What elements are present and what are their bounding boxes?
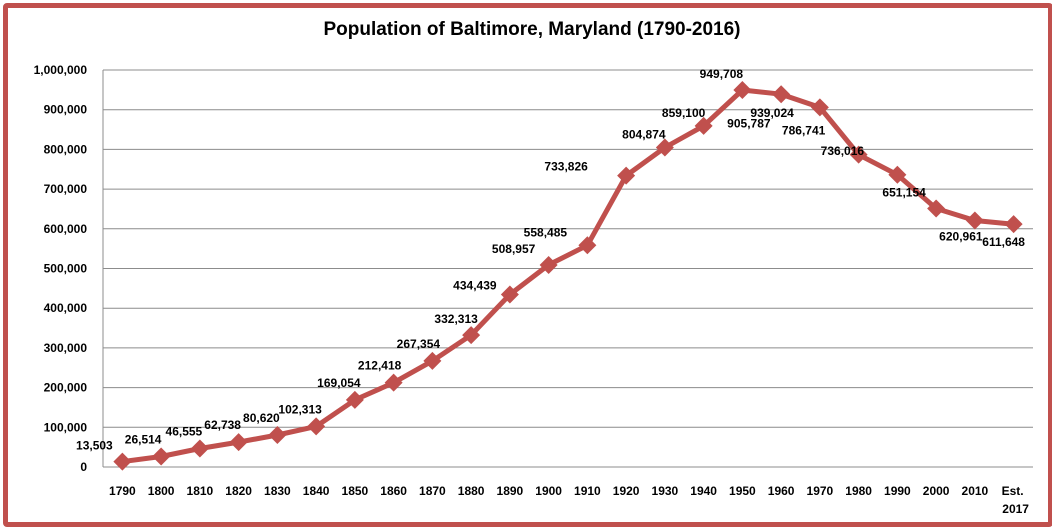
data-label: 46,555 bbox=[166, 425, 203, 439]
data-label: 508,957 bbox=[492, 242, 536, 256]
x-tick-label: 1830 bbox=[264, 484, 291, 498]
y-tick-label: 400,000 bbox=[44, 301, 88, 315]
x-tick-label: 1840 bbox=[303, 484, 330, 498]
x-tick-label: 1870 bbox=[419, 484, 446, 498]
x-tick-label: 1970 bbox=[807, 484, 834, 498]
series-population bbox=[113, 80, 1023, 471]
data-point bbox=[384, 373, 403, 392]
data-point bbox=[694, 116, 713, 135]
x-tick-label: 1850 bbox=[342, 484, 369, 498]
data-label: 949,708 bbox=[700, 67, 744, 81]
y-tick-label: 800,000 bbox=[44, 142, 88, 156]
data-point bbox=[423, 351, 442, 370]
data-point bbox=[617, 166, 636, 185]
data-label: 434,439 bbox=[453, 279, 497, 293]
data-label: 212,418 bbox=[358, 359, 402, 373]
data-label: 332,313 bbox=[434, 312, 478, 326]
data-point bbox=[462, 326, 481, 345]
data-point bbox=[113, 452, 132, 471]
x-tick-label: 1950 bbox=[729, 484, 756, 498]
data-label: 859,100 bbox=[662, 106, 706, 120]
data-label: 102,313 bbox=[278, 402, 322, 416]
x-tick-label: Est. 2017 bbox=[1002, 484, 1030, 516]
x-tick-label: 1920 bbox=[613, 484, 640, 498]
data-label: 651,154 bbox=[882, 185, 926, 199]
data-label: 905,787 bbox=[727, 116, 771, 130]
data-label: 62,738 bbox=[204, 418, 241, 432]
data-point bbox=[229, 433, 248, 452]
y-tick-label: 1,000,000 bbox=[34, 63, 88, 77]
x-axis-ticks: 1790 1800 1810 1820 1830 1840 1850 1860 1870 1880… bbox=[109, 484, 1029, 516]
y-tick-label: 900,000 bbox=[44, 103, 88, 117]
data-label: 939,024 bbox=[750, 106, 794, 120]
data-label: 611,648 bbox=[982, 235, 1025, 249]
data-label: 169,054 bbox=[317, 376, 361, 390]
data-point bbox=[578, 236, 597, 255]
data-point bbox=[965, 211, 984, 230]
data-point bbox=[1004, 215, 1023, 234]
x-tick-label: 1990 bbox=[884, 484, 911, 498]
x-tick-label: 1810 bbox=[187, 484, 214, 498]
chart-title: Population of Baltimore, Maryland (1790-… bbox=[323, 19, 740, 40]
y-tick-label: 0 bbox=[80, 460, 87, 474]
x-tick-label: 2000 bbox=[923, 484, 950, 498]
x-tick-label: 2010 bbox=[962, 484, 989, 498]
data-point bbox=[307, 417, 326, 436]
x-tick-label: 1880 bbox=[458, 484, 485, 498]
x-tick-label: 1960 bbox=[768, 484, 795, 498]
data-label: 620,961 bbox=[939, 229, 983, 243]
y-tick-label: 100,000 bbox=[44, 420, 88, 434]
data-point bbox=[655, 138, 674, 157]
y-tick-label: 200,000 bbox=[44, 381, 88, 395]
x-tick-label: 1900 bbox=[535, 484, 562, 498]
x-tick-label: 1910 bbox=[574, 484, 601, 498]
data-label: 733,826 bbox=[544, 160, 588, 174]
data-point bbox=[190, 439, 209, 458]
data-point bbox=[152, 447, 171, 466]
data-label: 267,354 bbox=[397, 337, 441, 351]
data-point bbox=[927, 199, 946, 218]
series-line bbox=[119, 87, 1017, 465]
y-tick-label: 300,000 bbox=[44, 341, 88, 355]
data-label: 736,016 bbox=[821, 144, 865, 158]
data-label: 13,503 bbox=[76, 439, 113, 453]
data-label: 558,485 bbox=[524, 225, 568, 239]
x-tick-label: 1820 bbox=[225, 484, 252, 498]
data-point bbox=[810, 98, 829, 117]
x-tick-label: 1800 bbox=[148, 484, 175, 498]
data-point bbox=[539, 255, 558, 274]
x-tick-label: 1860 bbox=[380, 484, 407, 498]
data-point bbox=[345, 390, 364, 409]
gridlines bbox=[102, 69, 1033, 468]
x-tick-label: 1940 bbox=[690, 484, 717, 498]
data-point bbox=[772, 85, 791, 104]
y-tick-label: 700,000 bbox=[44, 182, 88, 196]
data-point bbox=[888, 165, 907, 184]
y-axis-ticks: 0 100,000 200,000 300,000 400,000 500,000 600,… bbox=[34, 63, 88, 474]
data-point bbox=[500, 285, 519, 304]
data-label: 804,874 bbox=[622, 127, 666, 141]
data-point bbox=[268, 425, 287, 444]
data-point bbox=[733, 80, 752, 99]
y-tick-label: 500,000 bbox=[44, 262, 88, 276]
y-tick-label: 600,000 bbox=[44, 222, 88, 236]
data-label: 786,741 bbox=[782, 124, 826, 138]
x-tick-label: 1890 bbox=[497, 484, 524, 498]
x-tick-label: 1930 bbox=[652, 484, 679, 498]
x-tick-label: 1980 bbox=[845, 484, 872, 498]
data-point bbox=[849, 145, 868, 164]
data-label: 80,620 bbox=[243, 411, 280, 425]
chart-frame bbox=[3, 3, 1052, 527]
data-label: 26,514 bbox=[125, 432, 162, 446]
x-tick-label: 1790 bbox=[109, 484, 136, 498]
